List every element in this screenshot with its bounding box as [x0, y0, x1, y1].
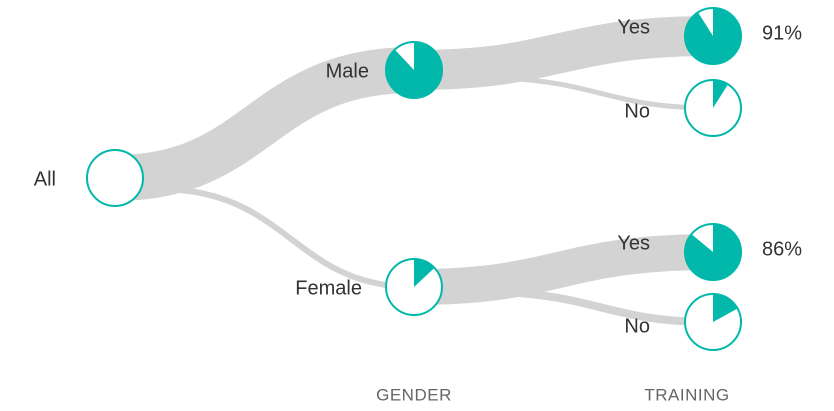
node-label: Female — [295, 277, 362, 299]
node-share — [713, 80, 729, 108]
edge — [114, 47, 415, 201]
node-share — [685, 224, 742, 280]
node-label: Male — [326, 60, 369, 82]
node-share — [685, 8, 741, 64]
node-circle — [86, 149, 144, 207]
node-share — [414, 259, 435, 287]
value-label: 91% — [762, 22, 802, 44]
edge — [413, 16, 714, 90]
node-label: No — [624, 315, 650, 337]
value-label: 86% — [762, 238, 802, 260]
node-share — [386, 42, 442, 98]
node-label: No — [624, 100, 650, 122]
edge — [179, 187, 415, 290]
level-label: TRAINING — [644, 385, 729, 404]
node-share — [713, 294, 738, 322]
node-label: Yes — [617, 232, 650, 254]
node-label: Yes — [617, 16, 650, 38]
edge — [499, 75, 714, 111]
node-label: All — [34, 168, 56, 190]
edge — [413, 234, 714, 305]
level-label: GENDER — [376, 385, 452, 404]
edge — [499, 288, 714, 326]
